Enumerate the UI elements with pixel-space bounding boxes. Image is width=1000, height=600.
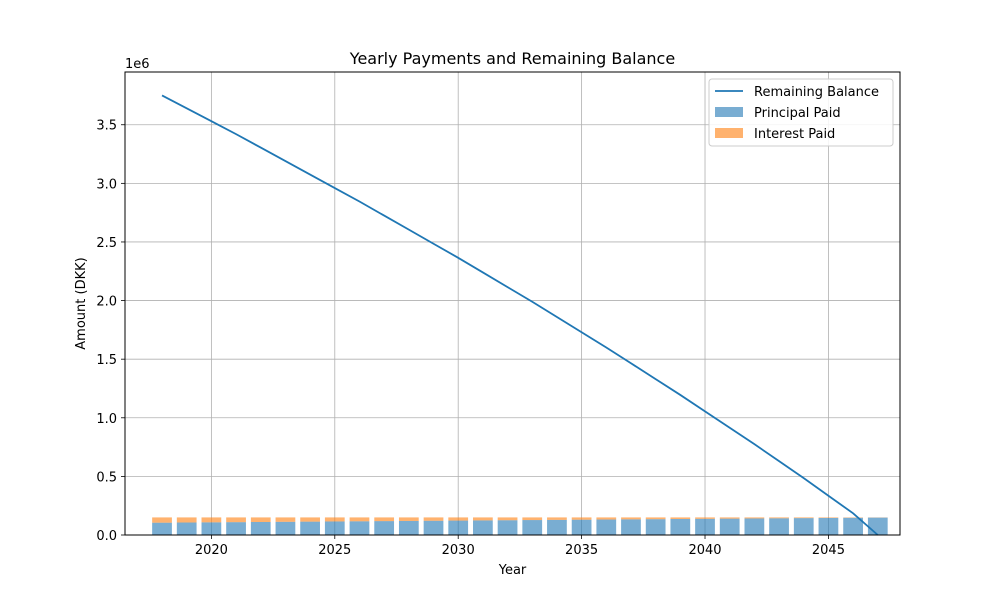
- interest-bar: [201, 517, 222, 523]
- principal-bar: [571, 519, 592, 535]
- interest-bar: [547, 517, 567, 520]
- principal-bar: [448, 520, 469, 535]
- plot-frame: [124, 71, 901, 536]
- legend-frame: [708, 78, 894, 147]
- interest-bar: [324, 517, 345, 522]
- principal-bar: [473, 520, 493, 535]
- x-tick-label: 2035: [565, 543, 598, 558]
- principal-bar: [398, 520, 419, 535]
- interest-bar: [645, 517, 666, 520]
- interest-bar: [176, 517, 197, 523]
- principal-bar: [719, 518, 740, 535]
- x-tick-label: 2020: [195, 543, 228, 558]
- principal-bar: [250, 521, 271, 535]
- principal-bar: [744, 518, 765, 535]
- interest-bar: [522, 517, 543, 521]
- interest-bar: [374, 517, 395, 522]
- interest-bar: [349, 517, 370, 522]
- interest-bar: [448, 517, 469, 521]
- principal-bar: [818, 517, 839, 535]
- interest-bar: [744, 517, 765, 519]
- interest-bar: [621, 517, 641, 520]
- x-axis-label: Year: [498, 563, 527, 578]
- principal-bar: [843, 517, 863, 535]
- bars: [152, 517, 888, 535]
- legend-label: Interest Paid: [754, 127, 835, 142]
- y-tick-label: 3.0: [96, 177, 117, 192]
- interest-bar: [226, 517, 246, 523]
- x-tick-label: 2025: [318, 543, 351, 558]
- principal-bar: [867, 517, 888, 535]
- interest-bar: [571, 517, 592, 520]
- interest-bar: [152, 517, 172, 523]
- x-tick-label: 2040: [688, 543, 721, 558]
- interest-bar: [719, 517, 740, 519]
- y-tick-label: 1.0: [96, 412, 117, 427]
- x-tick-label: 2030: [442, 543, 475, 558]
- principal-bar: [497, 520, 518, 535]
- principal-bar: [793, 518, 814, 535]
- y-tick-label: 3.5: [96, 119, 117, 134]
- principal-bar: [349, 521, 370, 535]
- principal-bar: [226, 522, 246, 535]
- principal-bar: [275, 521, 296, 535]
- legend: Remaining Balance Principal Paid Interest …: [708, 78, 894, 147]
- y-axis-label: Amount (DKK): [74, 257, 89, 349]
- lines: [161, 94, 879, 536]
- interest-bar: [670, 517, 691, 520]
- interest-bar: [596, 517, 617, 520]
- principal-bar: [695, 518, 715, 535]
- principal-bar: [300, 521, 320, 535]
- x-tick-label: 2045: [812, 543, 845, 558]
- y-tick-label: 2.5: [96, 236, 117, 251]
- y-axis-offset-label: 1e6: [125, 57, 150, 72]
- y-tick-label: 1.5: [96, 353, 117, 368]
- y-tick-label: 0.0: [96, 529, 117, 544]
- principal-bar: [596, 519, 617, 535]
- chart-title: Yearly Payments and Remaining Balance: [349, 49, 675, 68]
- remaining-balance-line: [161, 94, 879, 536]
- y-axis: 0.0 0.5 1.0 1.5 2.0 2.5 3.0 3.5: [96, 119, 125, 544]
- x-axis: 2020 2025 2030 2035 2040 2045: [195, 535, 845, 558]
- legend-swatch-principal-paid: [715, 107, 743, 117]
- principal-bar: [374, 521, 395, 535]
- interest-bar: [695, 517, 715, 519]
- interest-bar: [423, 517, 444, 521]
- interest-bar: [497, 517, 518, 521]
- principal-bar: [645, 519, 666, 535]
- interest-bar: [818, 517, 839, 518]
- legend-label: Remaining Balance: [754, 85, 879, 100]
- principal-bar: [621, 519, 641, 535]
- y-tick-label: 0.5: [96, 470, 117, 485]
- interest-bar: [769, 517, 789, 519]
- principal-bar: [152, 522, 172, 535]
- principal-bar: [547, 519, 567, 535]
- interest-bar: [250, 517, 271, 522]
- interest-bar: [398, 517, 419, 521]
- legend-label: Principal Paid: [754, 106, 841, 121]
- interest-bar: [473, 517, 493, 521]
- interest-bar: [275, 517, 296, 522]
- principal-bar: [522, 520, 543, 535]
- principal-bar: [423, 520, 444, 535]
- interest-bar: [793, 517, 814, 519]
- principal-bar: [324, 521, 345, 535]
- legend-swatch-interest-paid: [715, 128, 743, 138]
- principal-bar: [670, 519, 691, 535]
- grid: [125, 72, 900, 536]
- principal-bar: [769, 518, 789, 535]
- interest-bar: [300, 517, 320, 522]
- principal-bar: [201, 522, 222, 535]
- y-tick-label: 2.0: [96, 295, 117, 310]
- principal-bar: [176, 522, 197, 535]
